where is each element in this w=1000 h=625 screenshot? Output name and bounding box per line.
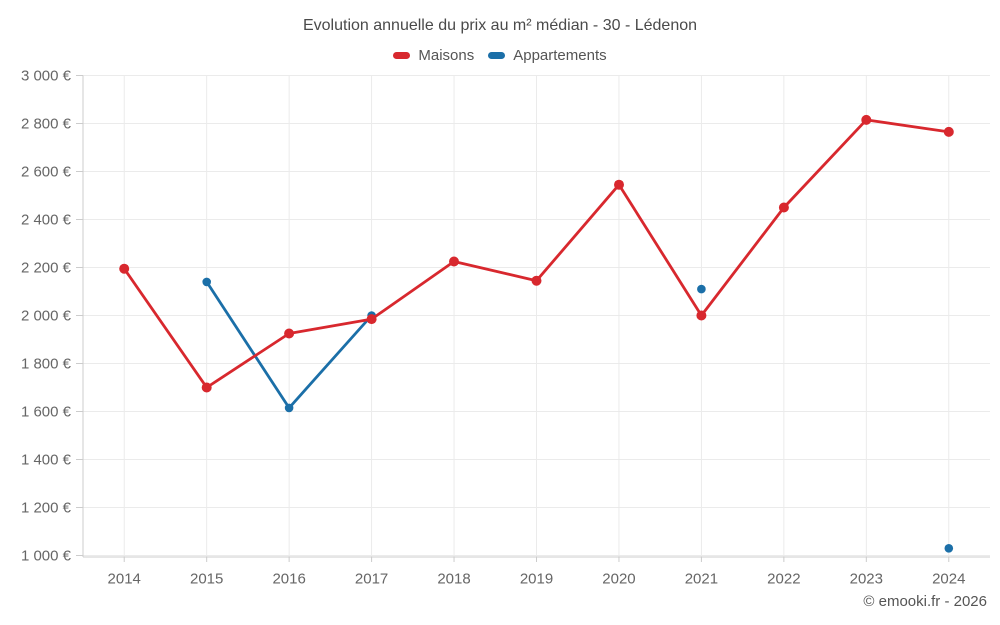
- legend: Maisons Appartements: [0, 47, 1000, 64]
- y-axis-tick-label: 1 600 €: [21, 404, 72, 421]
- y-axis-tick-label: 1 000 €: [21, 548, 72, 565]
- x-axis-tick-label: 2022: [767, 571, 800, 588]
- data-point-maisons-2014[interactable]: [119, 263, 130, 274]
- x-axis-tick-label: 2024: [932, 571, 965, 588]
- chart-title: Evolution annuelle du prix au m² médian …: [302, 17, 698, 34]
- x-axis-tick-label: 2021: [685, 571, 718, 588]
- y-axis-tick-label: 2 800 €: [21, 116, 72, 133]
- series-line-appartements: [207, 282, 949, 548]
- y-axis-tick-label: 2 000 €: [21, 308, 72, 325]
- x-axis-tick-label: 2020: [602, 571, 635, 588]
- data-point-maisons-2022[interactable]: [778, 202, 789, 213]
- x-axis-tick-label: 2016: [272, 571, 305, 588]
- data-point-appartements-2015[interactable]: [202, 277, 211, 287]
- y-axis-tick-label: 1 400 €: [21, 452, 72, 469]
- data-point-maisons-2015[interactable]: [201, 382, 212, 393]
- x-axis-tick-label: 2018: [437, 571, 470, 588]
- legend-marker-maisons: [393, 52, 411, 59]
- y-axis-tick-label: 2 600 €: [21, 164, 72, 181]
- data-point-maisons-2019[interactable]: [531, 275, 542, 286]
- data-point-appartements-2021[interactable]: [697, 284, 706, 294]
- legend-label-appartements: Appartements: [513, 47, 607, 64]
- x-axis-tick-label: 2019: [520, 571, 553, 588]
- data-point-maisons-2017[interactable]: [366, 314, 377, 325]
- legend-label-maisons: Maisons: [418, 47, 475, 64]
- y-axis-tick-label: 2 400 €: [21, 212, 72, 229]
- x-axis-tick-label: 2023: [850, 571, 883, 588]
- y-axis-tick-label: 1 800 €: [21, 356, 72, 373]
- y-axis-tick-label: 1 200 €: [21, 500, 72, 517]
- data-point-maisons-2021[interactable]: [696, 310, 707, 321]
- legend-item-appartements[interactable]: Appartements: [488, 47, 607, 64]
- data-point-maisons-2020[interactable]: [614, 179, 624, 190]
- data-point-maisons-2023[interactable]: [861, 114, 872, 125]
- y-axis-tick-label: 3 000 €: [21, 68, 72, 85]
- x-axis-tick-label: 2017: [355, 571, 388, 588]
- legend-item-maisons[interactable]: Maisons: [393, 47, 474, 64]
- data-point-maisons-2024[interactable]: [943, 126, 954, 137]
- data-point-appartements-2016[interactable]: [284, 403, 294, 413]
- credits-link[interactable]: © emooki.fr - 2026: [863, 593, 987, 610]
- legend-marker-appartements: [488, 52, 506, 59]
- x-axis-tick-label: 2014: [108, 571, 141, 588]
- data-point-maisons-2016[interactable]: [284, 328, 295, 339]
- x-axis-tick-label: 2015: [190, 571, 223, 588]
- y-axis-tick-label: 2 200 €: [21, 260, 72, 277]
- data-point-appartements-2024[interactable]: [944, 544, 954, 553]
- data-point-maisons-2018[interactable]: [449, 256, 459, 267]
